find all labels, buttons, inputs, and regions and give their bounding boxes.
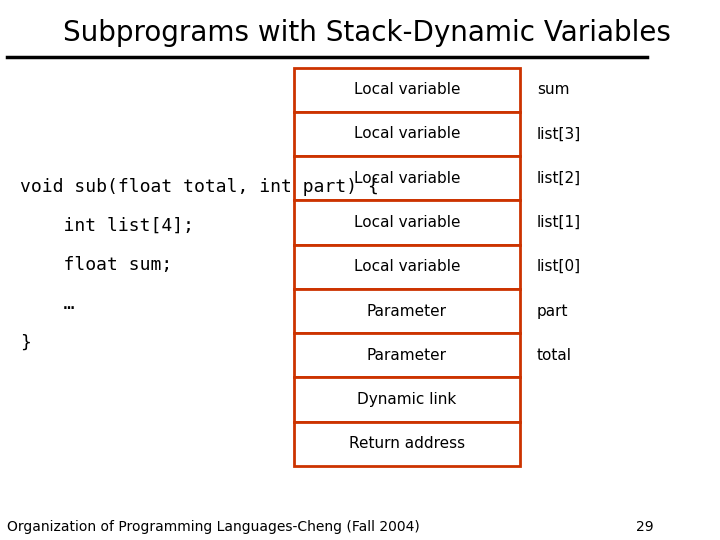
Text: float sum;: float sum;	[20, 256, 172, 274]
FancyBboxPatch shape	[294, 422, 521, 466]
FancyBboxPatch shape	[294, 200, 521, 245]
Text: }: }	[20, 334, 31, 352]
Text: part: part	[537, 303, 569, 319]
Text: Local variable: Local variable	[354, 259, 460, 274]
Text: Parameter: Parameter	[367, 348, 447, 363]
FancyBboxPatch shape	[294, 156, 521, 200]
Text: Local variable: Local variable	[354, 171, 460, 186]
FancyBboxPatch shape	[294, 245, 521, 289]
FancyBboxPatch shape	[294, 377, 521, 422]
Text: Organization of Programming Languages-Cheng (Fall 2004): Organization of Programming Languages-Ch…	[6, 519, 420, 534]
Text: Local variable: Local variable	[354, 215, 460, 230]
Text: void sub(float total, int part) {: void sub(float total, int part) {	[20, 178, 379, 196]
Text: 29: 29	[636, 519, 654, 534]
Text: Local variable: Local variable	[354, 126, 460, 141]
Text: Dynamic link: Dynamic link	[357, 392, 456, 407]
Text: list[2]: list[2]	[537, 171, 581, 186]
Text: int list[4];: int list[4];	[20, 217, 194, 235]
Text: Subprograms with Stack-Dynamic Variables: Subprograms with Stack-Dynamic Variables	[63, 19, 671, 47]
Text: …: …	[20, 295, 74, 313]
Text: list[0]: list[0]	[537, 259, 581, 274]
Text: sum: sum	[537, 82, 570, 97]
Text: total: total	[537, 348, 572, 363]
Text: list[3]: list[3]	[537, 126, 581, 141]
Text: Return address: Return address	[349, 436, 465, 451]
FancyBboxPatch shape	[294, 289, 521, 333]
FancyBboxPatch shape	[294, 333, 521, 377]
Text: Local variable: Local variable	[354, 82, 460, 97]
FancyBboxPatch shape	[294, 68, 521, 112]
Text: list[1]: list[1]	[537, 215, 581, 230]
FancyBboxPatch shape	[294, 112, 521, 156]
Text: Parameter: Parameter	[367, 303, 447, 319]
